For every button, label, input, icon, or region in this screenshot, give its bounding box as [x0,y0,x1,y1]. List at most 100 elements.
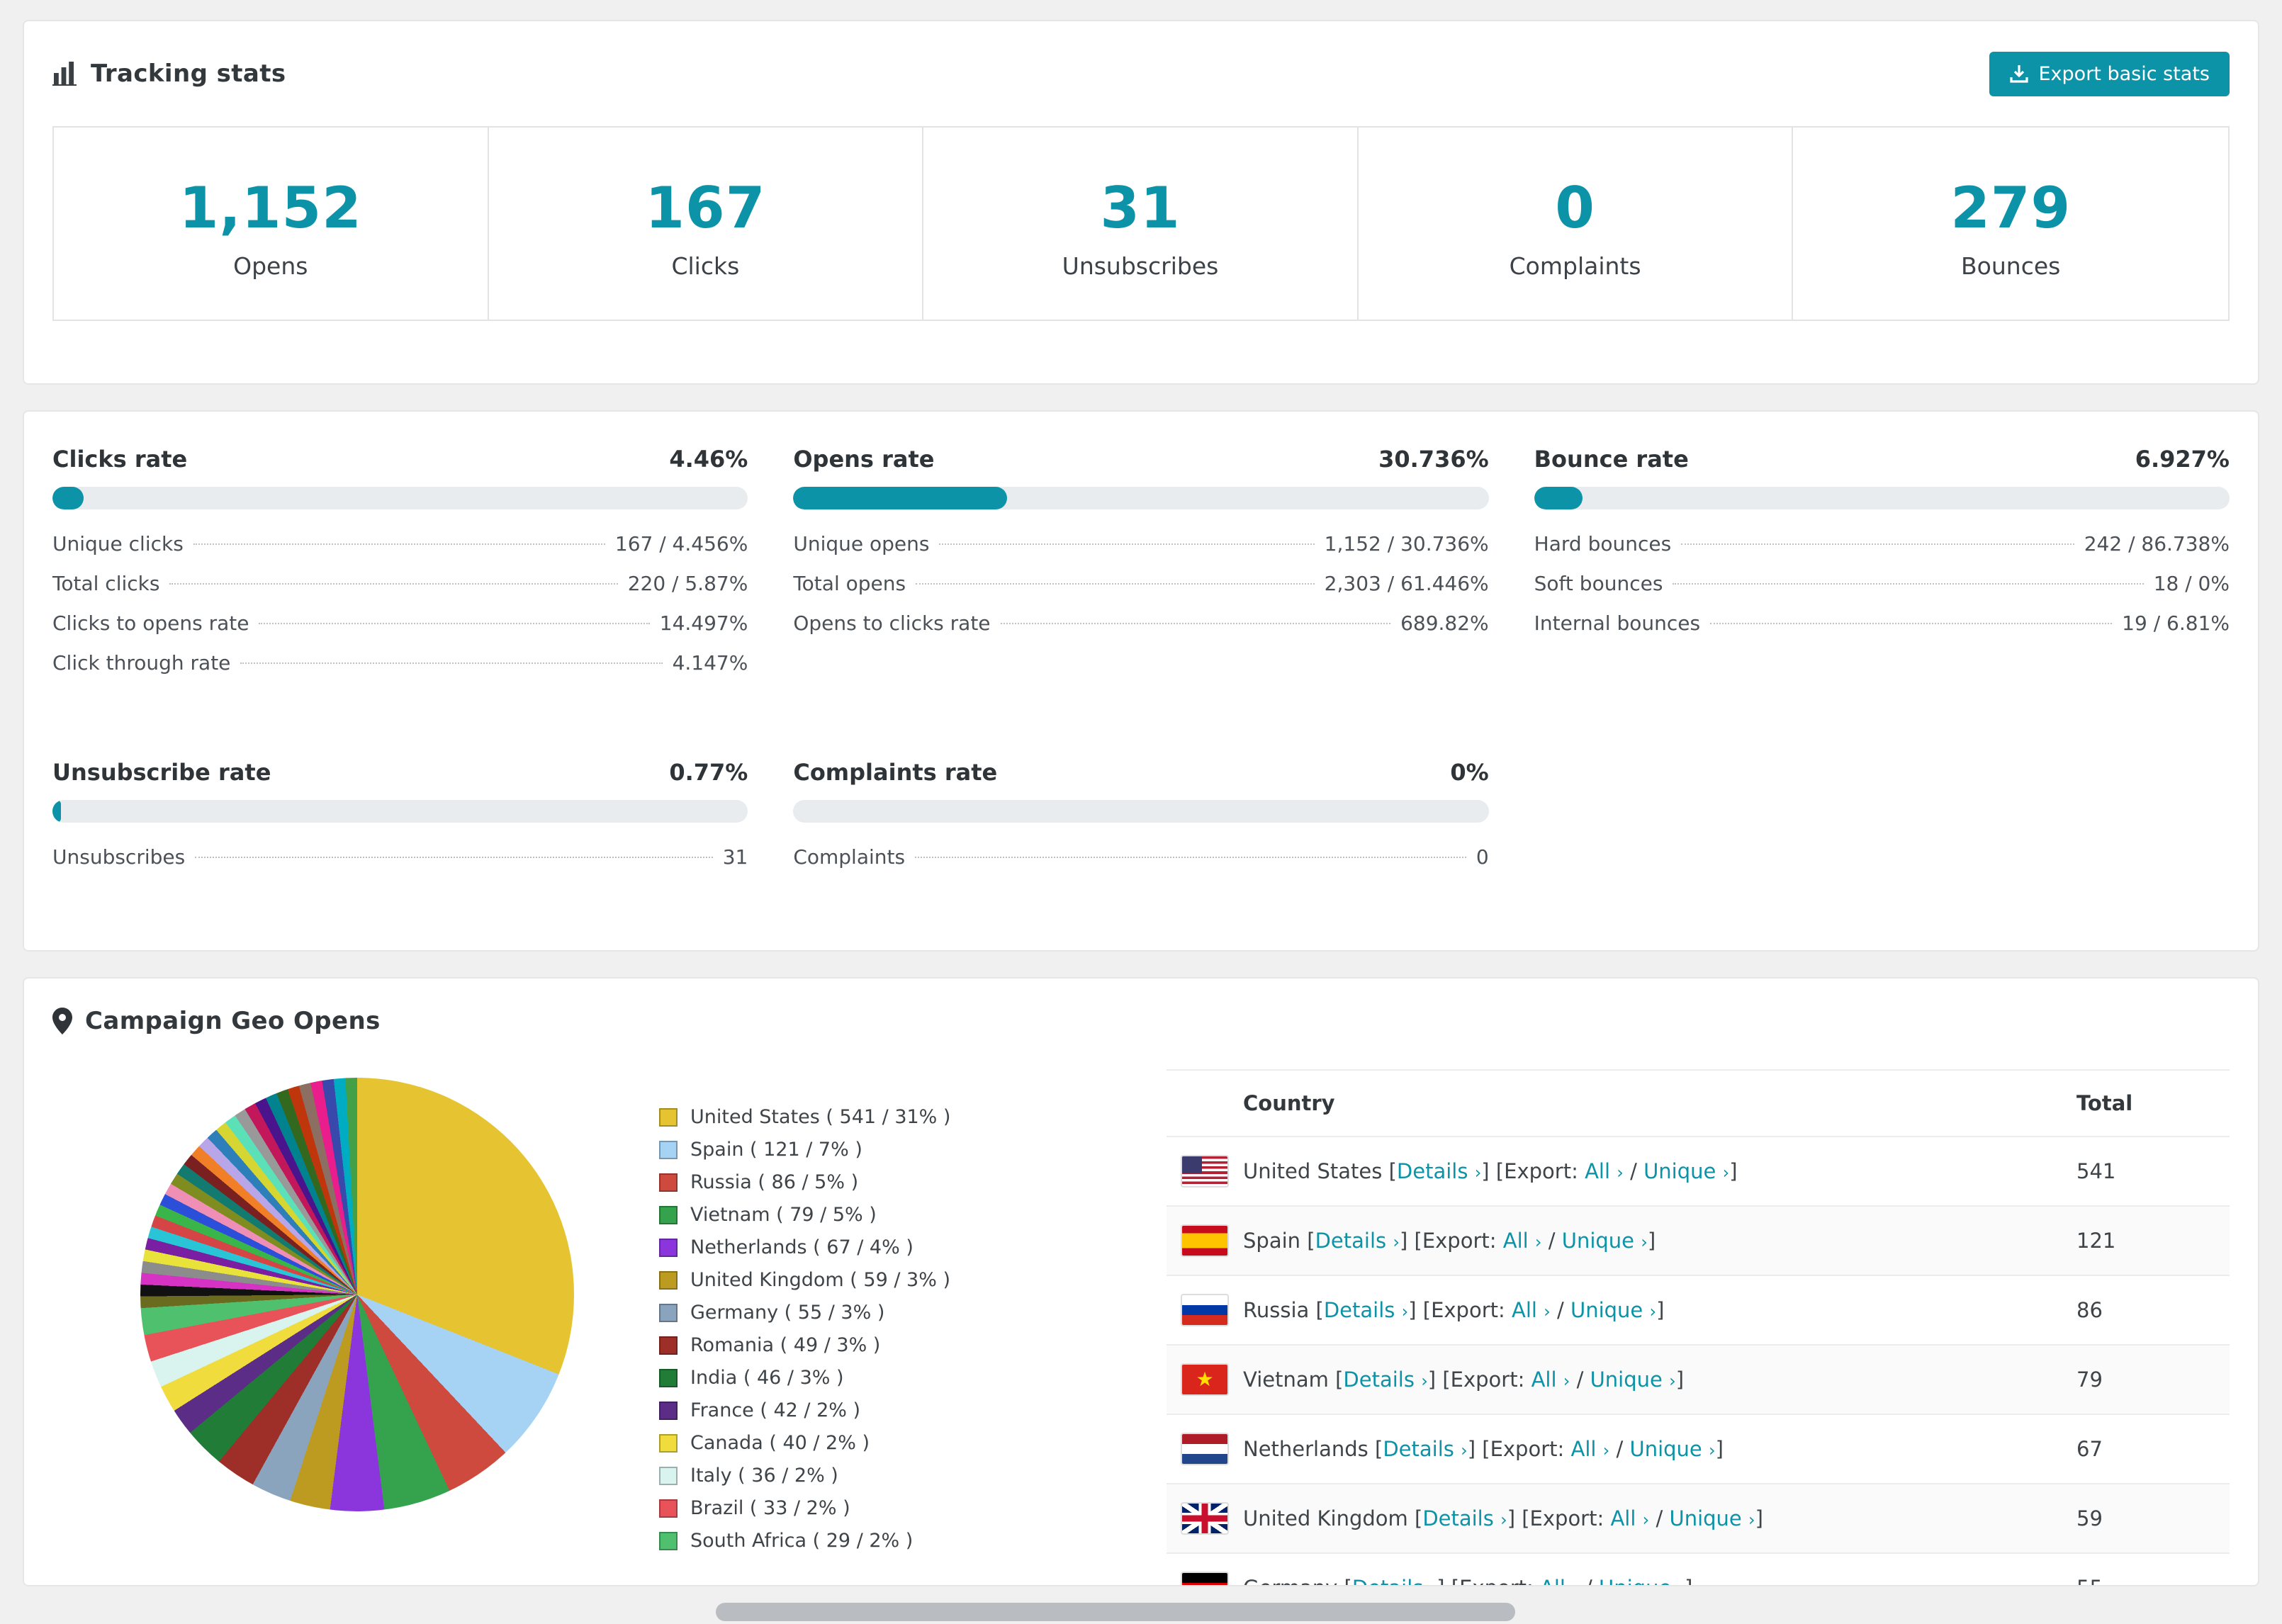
legend-item[interactable]: Netherlands ( 67 / 4% ) [659,1236,1167,1258]
unsubscribes-count: 31 [1100,175,1181,241]
rate-detail-value: 31 [722,845,748,869]
country-cell: Netherlands [Details ›] [Export: All › /… [1243,1437,1724,1461]
legend-swatch [659,1499,678,1518]
dotted-leader [1000,623,1391,624]
rate-detail-label: Internal bounces [1534,611,1701,635]
details-link[interactable]: Details › [1383,1437,1468,1461]
legend-item[interactable]: Germany ( 55 / 3% ) [659,1302,1167,1324]
export-all-link[interactable]: All › [1540,1576,1579,1585]
clicks-rate-title: Clicks rate [52,446,188,473]
dotted-leader [1681,543,2074,545]
chevron-right-icon: › [1572,1579,1579,1585]
clicks-rate-progressbar [52,487,748,509]
legend-label: Netherlands ( 67 / 4% ) [690,1236,914,1258]
stat-card-bounces: 279 Bounces [1793,128,2228,320]
legend-item[interactable]: Vietnam ( 79 / 5% ) [659,1204,1167,1226]
legend-item[interactable]: Canada ( 40 / 2% ) [659,1432,1167,1454]
export-all-link[interactable]: All › [1502,1229,1542,1253]
details-link[interactable]: Details › [1323,1298,1409,1322]
rate-detail-label: Complaints [793,845,906,869]
location-pin-icon [52,1008,72,1034]
bounce-rate-percent: 6.927% [2135,446,2230,473]
rate-detail-value: 220 / 5.87% [627,572,748,595]
legend-item[interactable]: Brazil ( 33 / 2% ) [659,1497,1167,1519]
export-all-link[interactable]: All › [1570,1437,1610,1461]
export-all-link[interactable]: All › [1610,1506,1650,1530]
chevron-right-icon: › [1393,1232,1400,1252]
details-link[interactable]: Details › [1315,1229,1400,1253]
total-cell: 121 [2076,1229,2116,1253]
export-unique-link[interactable]: Unique › [1561,1229,1648,1253]
unsubscribes-label: Unsubscribes [1062,252,1219,280]
legend-item[interactable]: United States ( 541 / 31% ) [659,1106,1167,1128]
rate-detail-label: Unsubscribes [52,845,186,869]
rate-detail-row: Unique opens 1,152 / 30.736% [793,532,1488,572]
legend-swatch [659,1368,678,1387]
country-name: Netherlands [1243,1437,1375,1461]
legend-item[interactable]: United Kingdom ( 59 / 3% ) [659,1269,1167,1291]
legend-label: France ( 42 / 2% ) [690,1399,861,1421]
legend-swatch [659,1270,678,1290]
total-header: Total [2076,1091,2133,1115]
dotted-leader [193,543,605,545]
details-link[interactable]: Details › [1396,1159,1482,1183]
opens-count: 1,152 [179,175,362,241]
complaints-rate-percent: 0% [1450,759,1489,786]
rate-detail-row: Total opens 2,303 / 61.446% [793,572,1488,611]
legend-item[interactable]: South Africa ( 29 / 2% ) [659,1530,1167,1552]
es-flag-icon [1181,1224,1229,1257]
country-cell: Germany [Details ›] [Export: All › / Uni… [1243,1576,2076,1585]
clicks-count: 167 [645,175,766,241]
unsubscribe-rate-percent: 0.77% [669,759,748,786]
country-cell: Russia [Details ›] [Export: All › / Uniq… [1243,1298,1665,1322]
rate-detail-label: Unique opens [793,532,930,556]
geo-opens-pie-chart[interactable] [140,1078,574,1511]
legend-item[interactable]: Italy ( 36 / 2% ) [659,1465,1167,1487]
chevron-right-icon: › [1534,1232,1542,1252]
legend-item[interactable]: Romania ( 49 / 3% ) [659,1334,1167,1356]
details-link[interactable]: Details › [1352,1576,1437,1585]
chevron-right-icon: › [1461,1440,1468,1460]
ru-flag-icon [1181,1294,1229,1326]
chevron-right-icon: › [1641,1232,1648,1252]
export-all-link[interactable]: All › [1531,1368,1570,1392]
geo-content: United States ( 541 / 31% ) Spain ( 121 /… [52,1069,2230,1585]
chevron-right-icon: › [1642,1510,1650,1530]
export-unique-link[interactable]: Unique › [1669,1506,1755,1530]
legend-item[interactable]: Spain ( 121 / 7% ) [659,1139,1167,1161]
chevron-right-icon: › [1544,1302,1551,1321]
complaints-rate-progressbar [793,800,1489,823]
export-unique-link[interactable]: Unique › [1570,1298,1657,1322]
chevron-right-icon: › [1563,1371,1570,1391]
rate-detail-value: 4.147% [672,651,748,675]
export-unique-link[interactable]: Unique › [1599,1576,1685,1585]
rate-detail-row: Unsubscribes 31 [52,845,748,885]
country-cell: Spain [Details ›] [Export: All › / Uniqu… [1243,1229,1656,1253]
horizontal-scrollbar-thumb[interactable] [716,1603,1515,1621]
export-unique-link[interactable]: Unique › [1629,1437,1716,1461]
export-all-link[interactable]: All › [1511,1298,1551,1322]
geo-table-row: Spain [Details ›] [Export: All › / Uniqu… [1167,1207,2230,1276]
country-name: United States [1243,1159,1389,1183]
gb-flag-icon [1181,1502,1229,1535]
rate-detail-label: Opens to clicks rate [793,611,991,635]
rate-detail-label: Total opens [793,572,906,595]
legend-item[interactable]: Russia ( 86 / 5% ) [659,1171,1167,1193]
chevron-right-icon: › [1421,1371,1428,1391]
rate-detail-label: Hard bounces [1534,532,1672,556]
clicks-rate-percent: 4.46% [669,446,748,473]
legend-item[interactable]: France ( 42 / 2% ) [659,1399,1167,1421]
country-header: Country [1243,1091,1335,1115]
total-cell: 55 [2076,1576,2230,1585]
export-unique-link[interactable]: Unique › [1590,1368,1676,1392]
export-basic-stats-button[interactable]: Export basic stats [1989,51,2230,96]
export-unique-link[interactable]: Unique › [1643,1159,1730,1183]
legend-item[interactable]: India ( 46 / 3% ) [659,1367,1167,1389]
details-link[interactable]: Details › [1422,1506,1507,1530]
rates-grid: Clicks rate 4.46% Unique clicks 167 / 4.45… [52,440,2230,922]
legend-label: Brazil ( 33 / 2% ) [690,1497,850,1519]
details-link[interactable]: Details › [1343,1368,1428,1392]
export-all-link[interactable]: All › [1585,1159,1624,1183]
legend-swatch [659,1531,678,1550]
bounce-rate-progressbar [1534,487,2230,509]
